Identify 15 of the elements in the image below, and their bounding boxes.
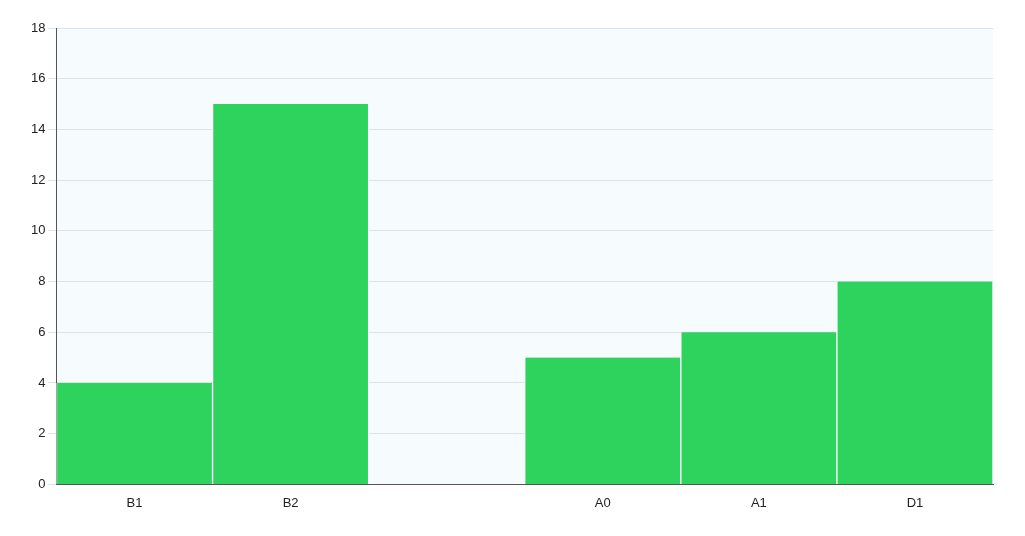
x-tick-label: A0 <box>594 494 611 510</box>
y-tick-label: 12 <box>30 171 46 187</box>
y-tick-label: 14 <box>30 121 46 136</box>
y-tick-label: 18 <box>30 19 46 35</box>
x-tick-label: B2 <box>282 494 299 510</box>
y-tick-label: 10 <box>30 222 46 238</box>
y-tick-label: 2 <box>38 425 46 441</box>
y-tick-label: 16 <box>30 70 46 86</box>
y-tick-label: 8 <box>38 273 46 289</box>
x-tick-label: B1 <box>126 494 143 510</box>
x-tick-label: D1 <box>906 494 924 510</box>
y-tick-label: 0 <box>38 475 46 491</box>
y-tick-label: 4 <box>38 374 46 390</box>
x-tick-label: A1 <box>750 494 767 510</box>
y-tick-label: 6 <box>38 323 46 339</box>
